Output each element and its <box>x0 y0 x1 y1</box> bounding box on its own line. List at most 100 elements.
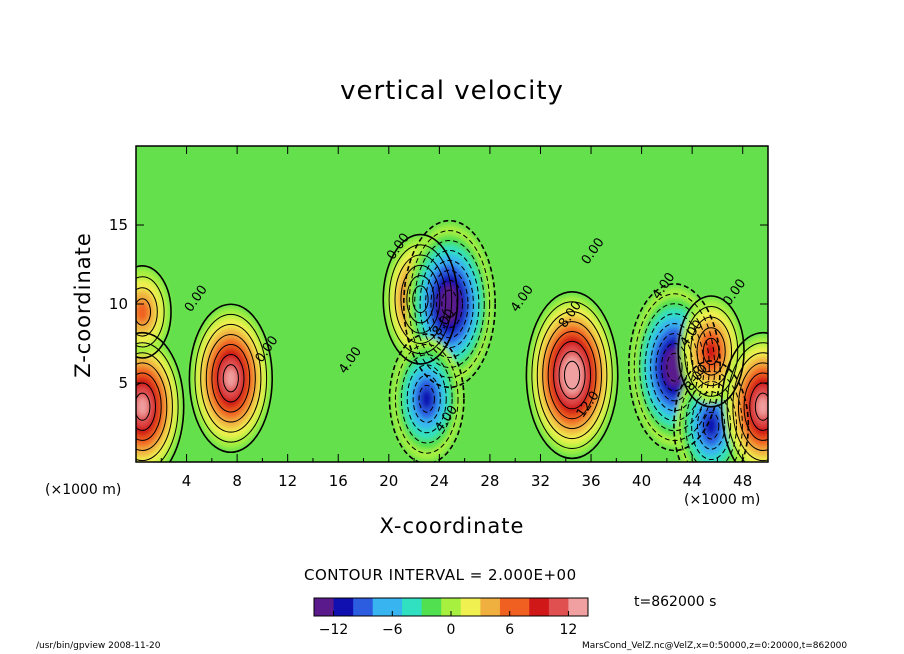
contour-line <box>679 370 743 462</box>
y-axis-label: Z-coordinate <box>71 232 95 378</box>
chart-title: vertical velocity <box>340 76 564 106</box>
x-tick-label: 28 <box>480 472 499 490</box>
contour-line <box>441 289 458 319</box>
contour-line <box>412 374 441 423</box>
x-tick-label: 40 <box>632 472 651 490</box>
contour-line <box>419 250 480 358</box>
contour-line <box>536 311 608 440</box>
contour-line <box>406 364 447 434</box>
contour-line <box>627 283 721 452</box>
colorbar-cell <box>314 598 325 616</box>
contour-line <box>639 303 710 432</box>
colorbar-cell <box>431 598 442 616</box>
contour-line <box>754 392 768 421</box>
contour-line <box>685 380 738 462</box>
colorbar-cell <box>441 598 452 616</box>
colorbar-cell <box>480 598 491 616</box>
x-tick-label: 16 <box>329 472 348 490</box>
contour-line <box>200 323 262 433</box>
contour-line <box>743 372 768 441</box>
contour-line <box>400 354 453 444</box>
colorbar-cell <box>509 598 520 616</box>
contour-line <box>211 344 251 413</box>
colorbar-cell <box>392 598 403 616</box>
contour-line <box>394 343 459 454</box>
contour-line <box>697 401 726 450</box>
x-unit-right: (×1000 m) <box>684 492 761 508</box>
contour-line <box>394 254 447 344</box>
contour-line <box>702 337 720 366</box>
extremum-3-negative <box>391 337 463 461</box>
contour-line <box>732 352 768 462</box>
colorbar-cell <box>539 598 550 616</box>
contour-line <box>205 333 256 423</box>
colorbar-cell <box>451 598 462 616</box>
contour-interval: CONTOUR INTERVAL = 2.000E+00 <box>304 566 577 584</box>
colorbar-tick-label: 12 <box>560 622 578 638</box>
contour-line <box>720 331 768 462</box>
x-unit-left: (×1000 m) <box>45 482 122 498</box>
contour-line <box>136 392 151 421</box>
colorbar-cell <box>353 598 364 616</box>
colorbar-cell <box>333 598 344 616</box>
contour-line <box>737 362 768 451</box>
contour-line <box>435 279 463 329</box>
contour-line <box>136 362 168 451</box>
colorbar-tick-label: 6 <box>505 622 514 638</box>
contour-line <box>414 240 485 368</box>
extremum-fill <box>136 300 150 323</box>
contour-line <box>136 298 152 326</box>
contour-line <box>563 360 581 390</box>
contour-line <box>650 323 699 412</box>
contour-line <box>136 372 162 441</box>
contour-line <box>531 301 613 450</box>
colorbar-tick-label: 0 <box>447 622 456 638</box>
contour-line <box>430 269 469 339</box>
plot-area: 0.000.000.004.004.008.004.00 8.000.0012.0… <box>136 146 768 462</box>
contour-line <box>408 230 491 378</box>
colorbar-cell <box>323 598 335 616</box>
colorbar-cell <box>558 598 569 616</box>
extremum-fill <box>566 365 578 385</box>
contour-line <box>525 290 619 460</box>
footer-command: /usr/bin/gpview 2008-11-20 <box>36 641 161 651</box>
contour-line <box>696 327 726 376</box>
footer-source: MarsCond_VelZ.nc@VelZ,x=0:50000,z=0:2000… <box>582 641 848 651</box>
colorbar-cell <box>402 598 413 616</box>
contour-line <box>547 331 597 420</box>
x-tick-label: 48 <box>733 472 752 490</box>
contour-line <box>558 350 586 400</box>
extremum-0-positive <box>191 307 271 449</box>
contour-line <box>553 340 592 410</box>
extremum-fill <box>420 388 433 410</box>
x-tick-label: 4 <box>182 472 192 490</box>
contour-line <box>660 342 688 392</box>
extremum-10-positive <box>136 268 170 356</box>
x-tick-label: 44 <box>683 472 702 490</box>
contour-line <box>217 354 245 403</box>
colorbar-cell <box>372 598 383 616</box>
extremum-fill <box>705 415 718 436</box>
colorbar-cell <box>343 598 354 616</box>
colorbar-cell <box>548 598 560 616</box>
extremum-8-positive <box>723 336 768 462</box>
colorbar-cell <box>470 598 481 616</box>
contour-line <box>726 342 768 462</box>
x-tick-label: 20 <box>379 472 398 490</box>
y-tick-label: 5 <box>118 374 128 392</box>
x-tick-label: 32 <box>531 472 550 490</box>
contour-line <box>644 313 705 422</box>
x-tick-label: 8 <box>232 472 242 490</box>
contour-line <box>418 384 435 413</box>
colorbar-tick-label: −6 <box>382 622 403 638</box>
contour-line <box>400 264 441 334</box>
x-axis: 4 8 12 16 20 24 28 32 36 40 44 48 <box>160 146 752 490</box>
x-tick-label: 36 <box>581 472 600 490</box>
contour-line <box>136 287 158 337</box>
extremum-fill <box>136 396 148 417</box>
x-tick-label: 24 <box>430 472 449 490</box>
x-axis-label: X-coordinate <box>379 514 525 538</box>
y-tick-label: 10 <box>109 295 128 313</box>
extremum-fill <box>757 396 768 417</box>
